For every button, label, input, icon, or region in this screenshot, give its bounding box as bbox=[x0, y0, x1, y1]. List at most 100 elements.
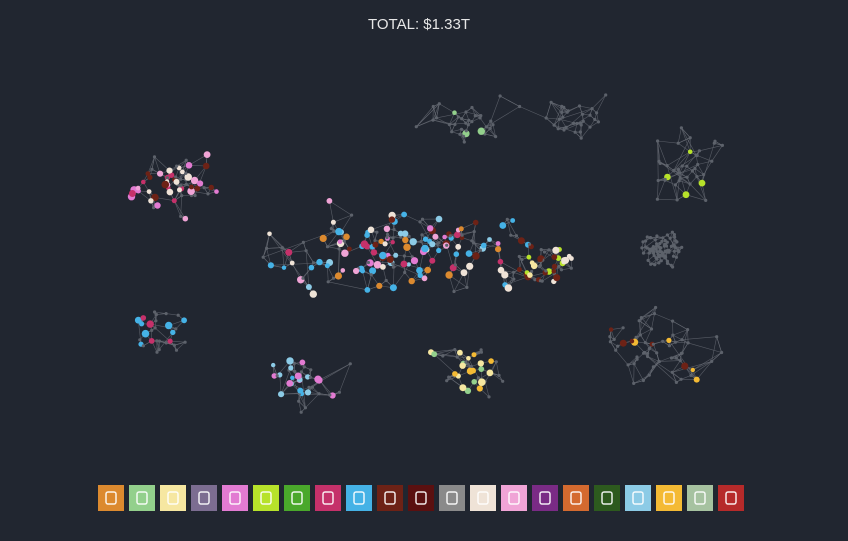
product-node[interactable] bbox=[386, 256, 394, 263]
product-node[interactable] bbox=[551, 269, 557, 274]
product-node[interactable] bbox=[497, 266, 505, 274]
product-node[interactable] bbox=[495, 246, 502, 253]
product-node[interactable] bbox=[166, 188, 174, 196]
product-node[interactable] bbox=[319, 234, 327, 242]
product-node[interactable] bbox=[141, 329, 150, 338]
product-node[interactable] bbox=[488, 358, 494, 364]
product-node[interactable] bbox=[290, 375, 295, 380]
product-node[interactable] bbox=[147, 174, 153, 180]
product-node[interactable] bbox=[288, 365, 294, 371]
product-node[interactable] bbox=[157, 170, 164, 177]
product-node[interactable] bbox=[432, 233, 439, 240]
product-node[interactable] bbox=[389, 284, 397, 292]
product-node[interactable] bbox=[457, 349, 463, 356]
product-node[interactable] bbox=[401, 211, 407, 218]
product-node[interactable] bbox=[566, 253, 572, 259]
product-node[interactable] bbox=[402, 236, 409, 244]
product-node[interactable] bbox=[698, 179, 706, 187]
product-node[interactable] bbox=[182, 215, 189, 222]
product-node[interactable] bbox=[466, 356, 471, 361]
product-node[interactable] bbox=[267, 262, 274, 269]
category-icon[interactable] bbox=[656, 485, 682, 511]
product-node[interactable] bbox=[360, 240, 369, 248]
product-node[interactable] bbox=[436, 247, 442, 254]
product-node[interactable] bbox=[184, 173, 192, 181]
category-icon[interactable] bbox=[284, 485, 310, 511]
product-node[interactable] bbox=[335, 227, 343, 236]
product-node[interactable] bbox=[455, 243, 462, 250]
product-node[interactable] bbox=[161, 180, 170, 189]
product-node[interactable] bbox=[347, 246, 352, 252]
product-node[interactable] bbox=[553, 274, 561, 282]
product-node[interactable] bbox=[324, 263, 330, 269]
product-node[interactable] bbox=[477, 127, 485, 135]
product-node[interactable] bbox=[431, 351, 438, 358]
product-node[interactable] bbox=[380, 264, 386, 270]
product-node[interactable] bbox=[476, 385, 483, 392]
product-node[interactable] bbox=[401, 230, 409, 237]
product-node[interactable] bbox=[337, 239, 343, 244]
product-node[interactable] bbox=[372, 241, 379, 248]
product-node[interactable] bbox=[516, 267, 522, 272]
product-node[interactable] bbox=[315, 376, 323, 384]
category-icon[interactable] bbox=[501, 485, 527, 511]
category-icon[interactable] bbox=[98, 485, 124, 511]
product-node[interactable] bbox=[166, 167, 173, 174]
product-node[interactable] bbox=[140, 315, 147, 321]
product-node[interactable] bbox=[517, 237, 525, 245]
product-node[interactable] bbox=[408, 277, 415, 285]
product-node[interactable] bbox=[472, 252, 480, 260]
product-node[interactable] bbox=[285, 248, 293, 256]
product-node[interactable] bbox=[329, 392, 336, 399]
product-node[interactable] bbox=[376, 282, 383, 289]
product-node[interactable] bbox=[421, 244, 429, 253]
product-node[interactable] bbox=[681, 362, 689, 370]
category-icon[interactable] bbox=[315, 485, 341, 511]
category-icon[interactable] bbox=[377, 485, 403, 511]
product-node[interactable] bbox=[369, 267, 377, 275]
category-icon[interactable] bbox=[439, 485, 465, 511]
product-node[interactable] bbox=[194, 185, 201, 192]
category-icon[interactable] bbox=[253, 485, 279, 511]
product-node[interactable] bbox=[481, 242, 487, 249]
product-node[interactable] bbox=[693, 376, 700, 383]
product-node[interactable] bbox=[459, 384, 467, 392]
product-node[interactable] bbox=[629, 338, 635, 344]
product-node[interactable] bbox=[416, 267, 423, 274]
product-node[interactable] bbox=[202, 162, 210, 170]
product-node[interactable] bbox=[393, 252, 399, 258]
product-node[interactable] bbox=[308, 264, 315, 271]
product-node[interactable] bbox=[421, 275, 428, 282]
product-node[interactable] bbox=[459, 362, 466, 369]
product-node[interactable] bbox=[682, 191, 690, 199]
product-node[interactable] bbox=[134, 316, 142, 324]
product-node[interactable] bbox=[214, 189, 219, 194]
product-node[interactable] bbox=[330, 219, 336, 225]
product-node[interactable] bbox=[340, 268, 346, 273]
product-node[interactable] bbox=[286, 380, 294, 387]
product-node[interactable] bbox=[429, 241, 436, 248]
category-icon[interactable] bbox=[408, 485, 434, 511]
product-node[interactable] bbox=[326, 198, 333, 204]
product-node[interactable] bbox=[151, 193, 159, 202]
product-node[interactable] bbox=[197, 180, 204, 187]
product-node[interactable] bbox=[187, 187, 195, 195]
product-node[interactable] bbox=[341, 249, 349, 257]
category-icon[interactable] bbox=[191, 485, 217, 511]
product-node[interactable] bbox=[495, 241, 501, 246]
product-node[interactable] bbox=[487, 237, 492, 242]
category-icon[interactable] bbox=[625, 485, 651, 511]
product-node[interactable] bbox=[334, 272, 342, 280]
product-node[interactable] bbox=[454, 231, 461, 239]
product-node[interactable] bbox=[472, 219, 479, 226]
category-icon[interactable] bbox=[129, 485, 155, 511]
product-node[interactable] bbox=[294, 372, 302, 380]
product-node[interactable] bbox=[135, 185, 141, 191]
product-node[interactable] bbox=[299, 359, 306, 366]
product-node[interactable] bbox=[170, 329, 176, 336]
product-node[interactable] bbox=[619, 339, 627, 347]
product-node[interactable] bbox=[460, 269, 468, 277]
product-node[interactable] bbox=[690, 367, 695, 373]
product-node[interactable] bbox=[442, 234, 447, 240]
product-node[interactable] bbox=[497, 258, 504, 265]
